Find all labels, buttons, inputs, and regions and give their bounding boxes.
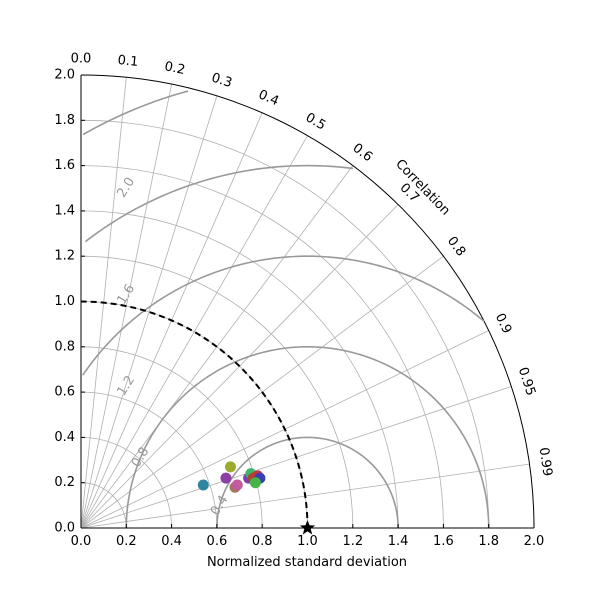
- std-gridline: [80, 255, 354, 529]
- correlation-tick-label: 0.99: [536, 446, 555, 477]
- reference-std-arc: [80, 300, 309, 529]
- x-tick-label: 1.4: [388, 534, 409, 549]
- std-grid: [80, 74, 535, 529]
- std-gridline: [80, 391, 218, 529]
- x-tick-label: 0.6: [207, 534, 228, 549]
- data-points: [197, 461, 316, 535]
- correlation-grid: [80, 75, 530, 529]
- x-tick-label: 0.0: [71, 534, 92, 549]
- y-tick-label: 0.2: [54, 475, 75, 490]
- x-tick-label: 1.0: [297, 534, 318, 549]
- data-point: [224, 461, 236, 473]
- y-tick-label: 0.6: [54, 385, 75, 400]
- x-tick-label: 1.8: [478, 534, 499, 549]
- data-point: [197, 479, 209, 491]
- tick-labels: 0.0 0.1 0.20.30.40.50.60.70.80.90.950.990.…: [54, 52, 554, 549]
- correlation-tick-label: 0.2: [163, 59, 186, 78]
- y-tick-label: 1.2: [54, 249, 75, 264]
- std-gridline: [80, 119, 490, 529]
- y-tick-label: 1.6: [54, 158, 75, 173]
- rmsd-contour-label: 0.8: [129, 445, 153, 470]
- rmsd-contour: [82, 255, 485, 376]
- correlation-tick-label: 0.95: [515, 366, 538, 398]
- y-tick-label: 1.8: [54, 113, 75, 128]
- rmsd-contour-label: 0.4: [208, 493, 232, 518]
- x-tick-label: 1.6: [433, 534, 454, 549]
- y-tick-label: 1.0: [54, 294, 75, 309]
- std-gridline: [80, 165, 444, 529]
- data-point: [249, 477, 261, 489]
- correlation-tick-label: 0.0: [71, 52, 92, 67]
- rmsd-contour: [125, 345, 490, 529]
- std-gridline: [80, 210, 399, 529]
- rmsd-contour-label: 1.2: [114, 373, 138, 398]
- correlation-tick-label: 0.8: [444, 234, 468, 260]
- rmsd-contour-label: 1.6: [114, 282, 138, 307]
- y-tick-label: 2.0: [54, 68, 75, 83]
- data-point: [231, 479, 243, 491]
- std-gridline: [80, 482, 127, 529]
- y-tick-label: 1.4: [54, 203, 75, 218]
- data-point: [220, 472, 232, 484]
- x-tick-label: 0.4: [161, 534, 182, 549]
- y-tick-label: 0.0: [54, 521, 75, 536]
- std-gridline: [80, 437, 172, 529]
- correlation-tick-label: 0.9: [492, 311, 515, 336]
- rmsd-contour-label: 2.0: [114, 175, 138, 200]
- correlation-tick-label: 0.5: [303, 110, 328, 133]
- reference-star-marker: [299, 520, 316, 535]
- x-tick-label: 0.8: [252, 534, 273, 549]
- correlation-tick-label: 0.4: [256, 87, 281, 109]
- x-tick-label: 2.0: [524, 534, 545, 549]
- x-axis-label: Normalized standard deviation: [207, 555, 407, 570]
- reference-std-arc: [80, 300, 309, 529]
- rmsd-contour: [82, 90, 189, 136]
- y-tick-label: 0.8: [54, 339, 75, 354]
- x-tick-label: 0.2: [116, 534, 137, 549]
- std-gridline: [80, 74, 535, 529]
- y-tick-label: 0.4: [54, 430, 75, 445]
- axes: [80, 74, 535, 529]
- correlation-tick-label: 0.3: [210, 70, 234, 91]
- std-gridline: [80, 346, 263, 529]
- correlation-tick-label: 0.6: [350, 141, 376, 165]
- correlation-tick-label: 0.1: [117, 53, 139, 70]
- rmsd-contour: [84, 164, 354, 243]
- x-tick-label: 1.2: [342, 534, 363, 549]
